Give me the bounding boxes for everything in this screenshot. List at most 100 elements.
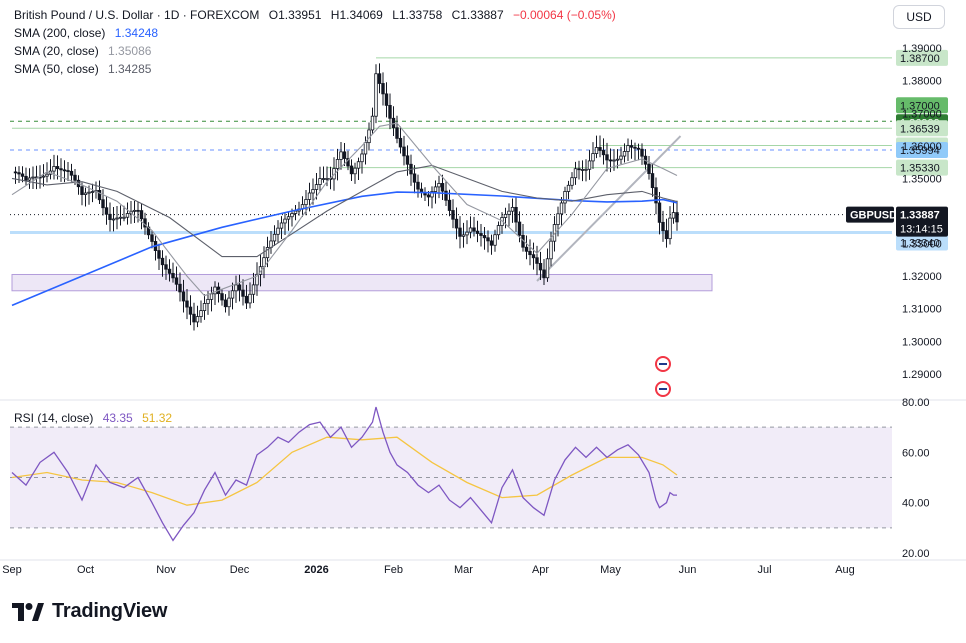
trendline bbox=[536, 135, 682, 282]
candle-body bbox=[206, 298, 210, 304]
candle-body bbox=[353, 167, 357, 175]
level-badge bbox=[896, 97, 948, 114]
candle-body bbox=[104, 207, 109, 215]
candle-body bbox=[479, 233, 483, 236]
indicator-label: SMA (20, close) bbox=[14, 44, 99, 58]
candle-body bbox=[517, 221, 522, 236]
candle-body bbox=[360, 153, 364, 163]
candle-body bbox=[209, 293, 214, 300]
rsi-header[interactable]: RSI (14, close) 43.35 51.32 bbox=[14, 411, 178, 425]
candle-body bbox=[356, 161, 361, 169]
indicator-value: 1.34248 bbox=[114, 26, 159, 40]
candle-body bbox=[55, 166, 60, 170]
price-tick-label: 1.36000 bbox=[902, 141, 942, 153]
candle-body bbox=[622, 151, 627, 157]
candle-body bbox=[563, 191, 567, 204]
candle-body bbox=[45, 173, 49, 177]
candle-body bbox=[601, 150, 606, 156]
candle-body bbox=[650, 173, 655, 189]
candle-body bbox=[276, 227, 280, 235]
candle-body bbox=[339, 151, 343, 160]
candle-body bbox=[279, 222, 284, 229]
indicator-sma200[interactable]: SMA (200, close) 1.34248 bbox=[14, 26, 164, 40]
ohlc-close: C1.33887 bbox=[451, 8, 504, 22]
candle-body bbox=[472, 227, 476, 232]
candle-body bbox=[615, 158, 620, 161]
candle-body bbox=[503, 213, 508, 218]
candle-body bbox=[542, 269, 546, 279]
candle-body bbox=[108, 213, 112, 220]
last-price-value: 1.33887 bbox=[900, 210, 940, 222]
indicator-sma50[interactable]: SMA (50, close) 1.34285 bbox=[14, 62, 157, 76]
indicator-value: 1.35086 bbox=[108, 44, 152, 58]
time-tick-label: Jun bbox=[679, 564, 697, 576]
candle-body bbox=[139, 210, 144, 220]
price-tick-label: 1.29000 bbox=[902, 369, 942, 381]
indicator-label: SMA (50, close) bbox=[14, 62, 99, 76]
currency-button[interactable]: USD bbox=[893, 5, 945, 29]
us-event-flag-icon-stripe bbox=[659, 388, 667, 390]
candle-body bbox=[566, 184, 571, 192]
candle-body bbox=[608, 159, 613, 162]
candle-body bbox=[20, 173, 25, 177]
candle-body bbox=[171, 272, 175, 279]
candle-body bbox=[87, 191, 91, 194]
candle-body bbox=[675, 212, 679, 223]
candle-body bbox=[174, 277, 179, 285]
rsi-tick-label: 20.00 bbox=[902, 548, 930, 560]
candle-body bbox=[458, 227, 462, 237]
candle-body bbox=[363, 142, 368, 155]
tradingview-logo-icon bbox=[12, 602, 44, 621]
time-tick-label: Aug bbox=[835, 564, 855, 576]
candle-body bbox=[27, 177, 32, 181]
candle-body bbox=[115, 217, 119, 220]
indicator-sma20[interactable]: SMA (20, close) 1.35086 bbox=[14, 44, 157, 58]
candle-body bbox=[325, 178, 329, 180]
candle-body bbox=[440, 183, 445, 192]
candle-body bbox=[150, 234, 154, 242]
candle-body bbox=[283, 218, 287, 224]
price-tick-label: 1.33000 bbox=[902, 239, 942, 251]
candle-body bbox=[185, 300, 189, 308]
price-tick-label: 1.30000 bbox=[902, 336, 942, 348]
tradingview-logo-text: TradingView bbox=[52, 600, 168, 622]
candle-body bbox=[416, 181, 420, 190]
candle-body bbox=[125, 213, 130, 218]
candle-body bbox=[41, 175, 46, 178]
candle-body bbox=[510, 206, 515, 212]
candle-body bbox=[160, 257, 165, 266]
candle-body bbox=[73, 174, 77, 181]
rsi-line bbox=[11, 406, 677, 542]
candle-body bbox=[524, 246, 529, 252]
time-tick-label: Mar bbox=[454, 564, 473, 576]
level-badge bbox=[896, 49, 948, 66]
candle-body bbox=[591, 153, 595, 162]
candle-body bbox=[570, 177, 574, 186]
rsi-tick-label: 40.00 bbox=[902, 498, 930, 510]
candle-body bbox=[248, 293, 252, 304]
candle-body bbox=[580, 169, 585, 171]
candle-body bbox=[444, 190, 448, 201]
candle-body bbox=[241, 289, 245, 297]
last-price-symbol: GBPUSD bbox=[850, 210, 897, 222]
candle-body bbox=[234, 284, 238, 292]
candle-body bbox=[433, 186, 438, 192]
level-label: 1.37000 bbox=[900, 100, 940, 112]
level-label: 1.35994 bbox=[900, 145, 940, 157]
candle-body bbox=[164, 264, 168, 270]
time-tick-label: Dec bbox=[230, 564, 250, 576]
candle-body bbox=[545, 258, 550, 279]
level-badge bbox=[896, 234, 948, 251]
candle-body bbox=[255, 273, 259, 286]
candle-body bbox=[13, 171, 18, 174]
candle-body bbox=[661, 221, 665, 232]
level-badge bbox=[896, 142, 948, 159]
candle-body bbox=[220, 293, 224, 301]
candle-body bbox=[188, 306, 193, 315]
candle-body bbox=[426, 194, 431, 198]
tradingview-logo[interactable]: TradingView bbox=[12, 600, 167, 623]
candle-body bbox=[430, 191, 434, 198]
candle-body bbox=[59, 168, 63, 171]
candle-body bbox=[377, 73, 382, 84]
